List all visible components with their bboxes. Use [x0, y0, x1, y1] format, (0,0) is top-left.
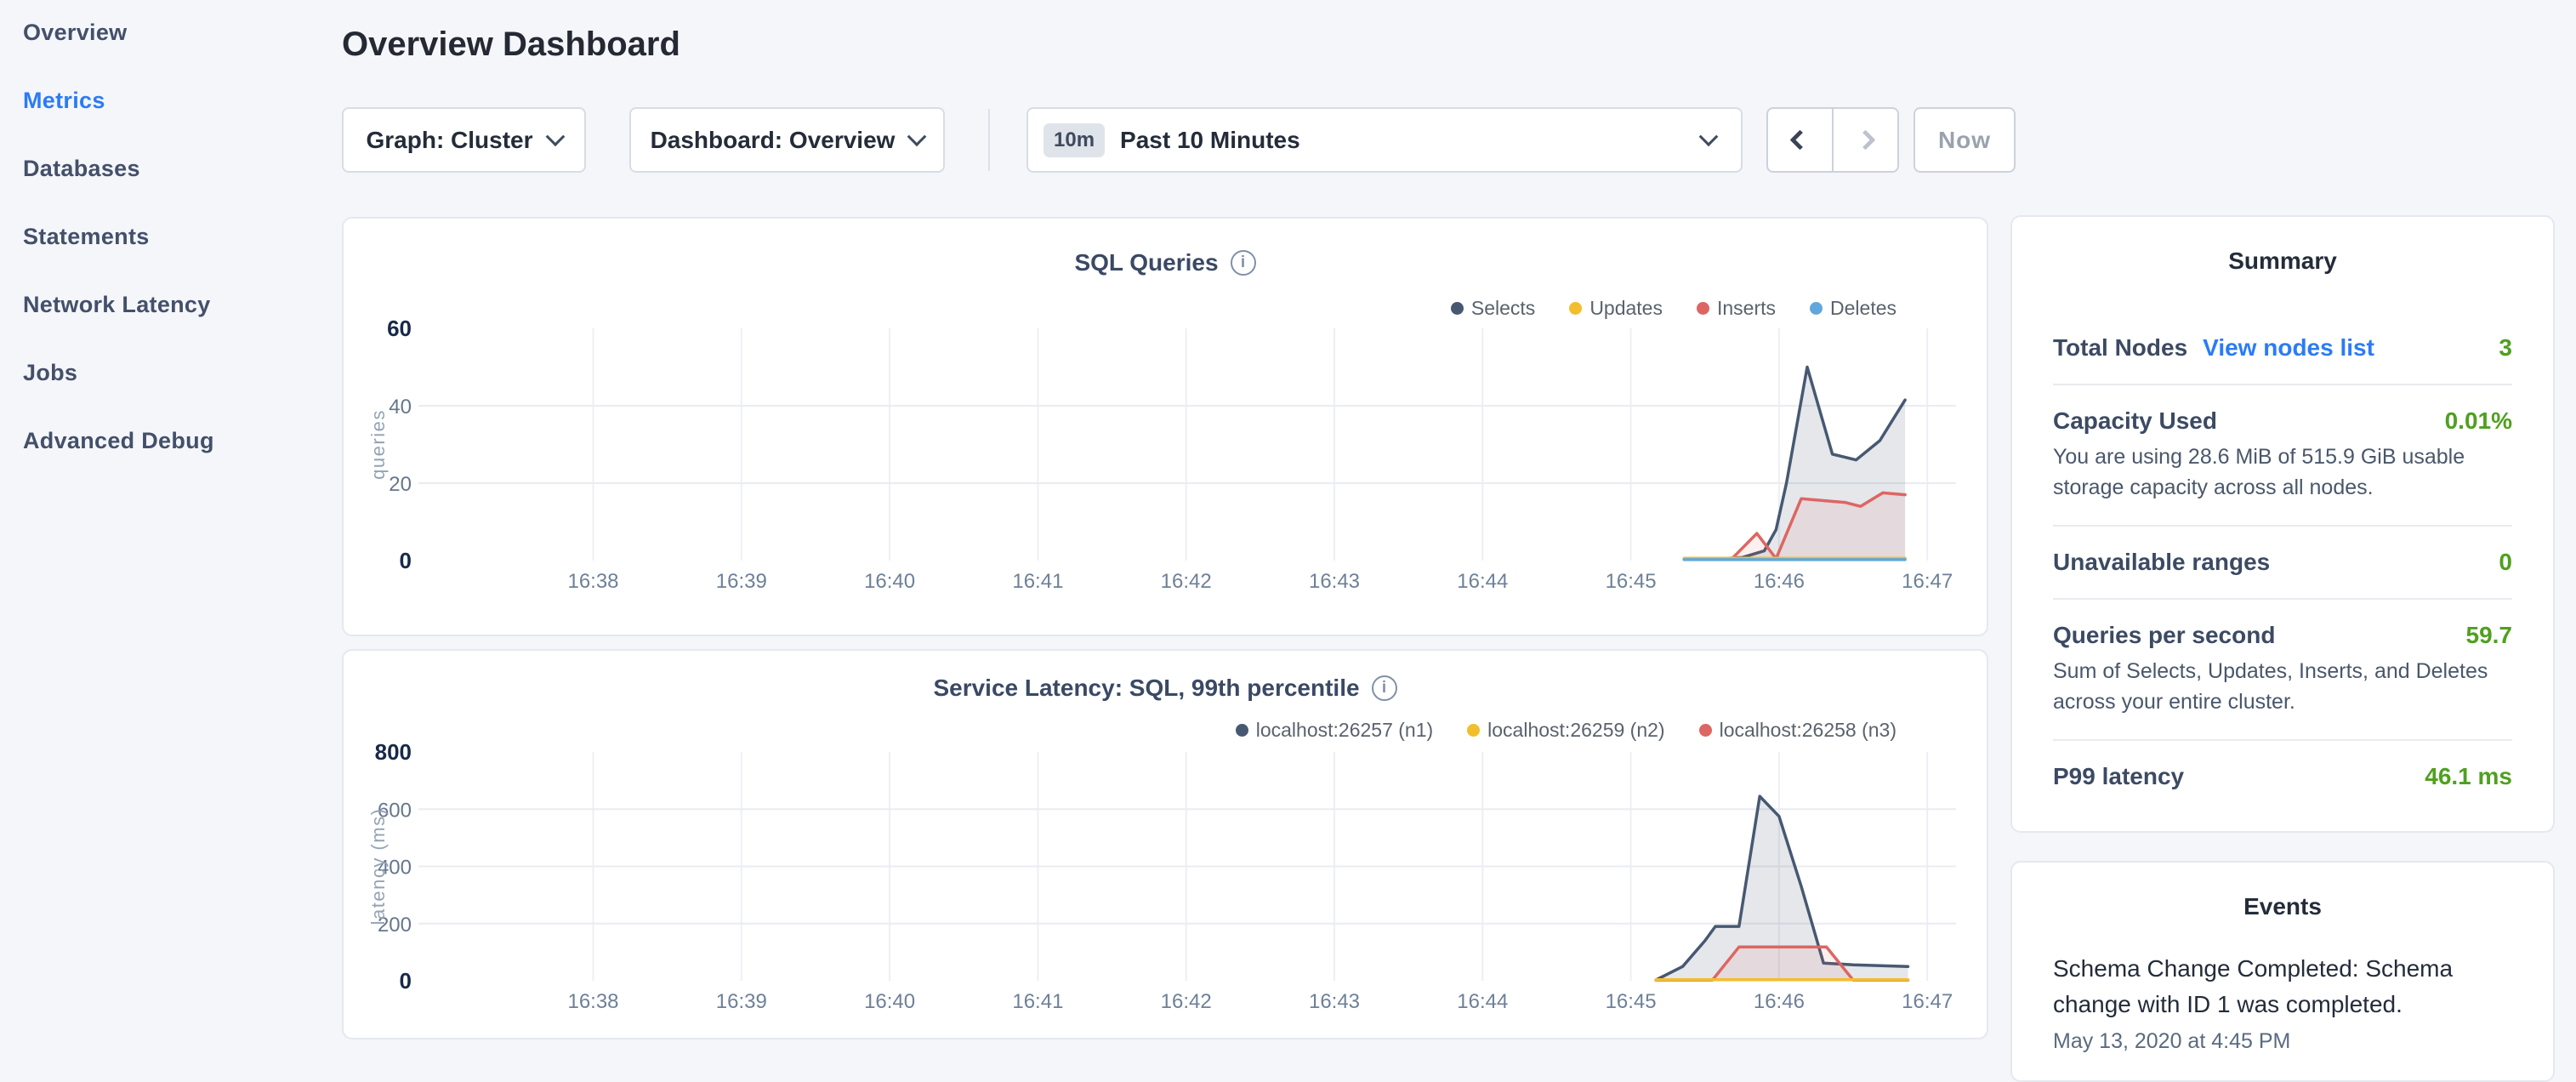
sidebar-item-statements[interactable]: Statements: [23, 219, 336, 253]
events-heading: Events: [2053, 893, 2512, 920]
summary-row-value: 0: [2499, 549, 2512, 576]
svg-text:16:43: 16:43: [1309, 990, 1360, 1013]
events-panel: Events Schema Change Completed: Schema c…: [2010, 861, 2555, 1082]
svg-text:20: 20: [389, 473, 412, 496]
event-list-item[interactable]: Schema Change Completed: Schema change w…: [2053, 951, 2512, 1054]
svg-text:16:40: 16:40: [864, 990, 915, 1013]
svg-text:16:41: 16:41: [1012, 990, 1063, 1013]
summary-row-value: 3: [2499, 334, 2512, 362]
chevron-left-icon: [1789, 129, 1810, 150]
view-nodes-list-link[interactable]: View nodes list: [2203, 334, 2374, 362]
summary-row-subtext: You are using 28.6 MiB of 515.9 GiB usab…: [2053, 441, 2512, 503]
chevron-down-icon: [1699, 127, 1719, 146]
summary-heading: Summary: [2053, 248, 2512, 275]
svg-text:16:38: 16:38: [567, 990, 618, 1013]
summary-row-subtext: Sum of Selects, Updates, Inserts, and De…: [2053, 656, 2512, 717]
svg-text:16:45: 16:45: [1606, 570, 1657, 593]
dashboard-dropdown[interactable]: Dashboard: Overview: [629, 107, 945, 173]
svg-text:16:42: 16:42: [1161, 570, 1212, 593]
svg-text:latency (ms): latency (ms): [367, 808, 389, 925]
summary-row-label: Capacity Used: [2053, 407, 2217, 435]
svg-text:60: 60: [387, 316, 412, 341]
svg-text:16:45: 16:45: [1606, 990, 1657, 1013]
summary-row: P99 latency 46.1 ms: [2053, 739, 2512, 812]
event-message: Schema Change Completed: Schema change w…: [2053, 951, 2512, 1022]
service-latency-chart-panel: Service Latency: SQL, 99th percentile i …: [342, 649, 1988, 1039]
svg-text:40: 40: [389, 396, 412, 419]
chevron-right-icon: [1855, 129, 1875, 150]
event-timestamp: May 13, 2020 at 4:45 PM: [2053, 1029, 2512, 1054]
summary-row: Unavailable ranges 0: [2053, 525, 2512, 598]
svg-text:800: 800: [375, 739, 412, 765]
svg-text:16:44: 16:44: [1457, 570, 1508, 593]
svg-text:queries: queries: [367, 409, 389, 480]
summary-row-value: 0.01%: [2445, 407, 2512, 435]
now-button[interactable]: Now: [1914, 107, 2016, 173]
controls-divider: [988, 109, 990, 171]
svg-text:16:47: 16:47: [1902, 990, 1953, 1013]
dashboard-dropdown-label: Dashboard: Overview: [651, 127, 896, 154]
sidebar-item-overview[interactable]: Overview: [23, 15, 336, 49]
chevron-down-icon: [907, 127, 927, 146]
graph-dropdown[interactable]: Graph: Cluster: [342, 107, 586, 173]
sql-queries-chart-panel: SQL Queries i SelectsUpdatesInsertsDelet…: [342, 217, 1988, 636]
chevron-down-icon: [545, 127, 565, 146]
svg-text:16:39: 16:39: [716, 570, 767, 593]
svg-text:16:44: 16:44: [1457, 990, 1508, 1013]
svg-text:16:46: 16:46: [1754, 990, 1805, 1013]
time-range-selector[interactable]: 10m Past 10 Minutes: [1026, 107, 1743, 173]
svg-text:0: 0: [400, 968, 412, 994]
svg-text:16:41: 16:41: [1012, 570, 1063, 593]
svg-text:16:42: 16:42: [1161, 990, 1212, 1013]
svg-text:16:43: 16:43: [1309, 570, 1360, 593]
prev-time-button[interactable]: [1768, 109, 1832, 171]
time-range-badge: 10m: [1043, 123, 1105, 157]
summary-row-label: Unavailable ranges: [2053, 549, 2270, 576]
summary-row-label: Queries per second: [2053, 622, 2275, 649]
svg-text:16:40: 16:40: [864, 570, 915, 593]
svg-text:16:38: 16:38: [567, 570, 618, 593]
sidebar-item-metrics[interactable]: Metrics: [23, 83, 336, 117]
summary-row-value: 46.1 ms: [2425, 763, 2512, 790]
time-range-label: Past 10 Minutes: [1120, 127, 1686, 154]
summary-row: Queries per second 59.7 Sum of Selects, Up…: [2053, 598, 2512, 739]
next-time-button[interactable]: [1832, 109, 1897, 171]
service-latency-chart: 16:38 16:39 16:40 16:41 16:42 16:43 16:44 16:45…: [344, 651, 1990, 1041]
time-window-arrows: [1766, 107, 1899, 173]
sql-queries-chart: 16:38 16:39 16:40 16:41 16:42 16:43 16:44 16:45…: [344, 219, 1990, 638]
graph-dropdown-label: Graph: Cluster: [366, 127, 532, 154]
sidebar: Overview Metrics Databases Statements Networ…: [0, 0, 336, 1051]
svg-text:16:46: 16:46: [1754, 570, 1805, 593]
summary-row-label: P99 latency: [2053, 763, 2184, 790]
svg-text:0: 0: [400, 548, 412, 573]
sidebar-item-databases[interactable]: Databases: [23, 151, 336, 185]
svg-text:16:39: 16:39: [716, 990, 767, 1013]
summary-row-value: 59.7: [2466, 622, 2513, 649]
svg-text:16:47: 16:47: [1902, 570, 1953, 593]
summary-panel: Summary Total Nodes View nodes list 3 Capac…: [2010, 215, 2555, 833]
summary-row: Capacity Used 0.01% You are using 28.6 MiB…: [2053, 384, 2512, 525]
sidebar-item-jobs[interactable]: Jobs: [23, 356, 336, 390]
summary-rows: Total Nodes View nodes list 3 Capacity Used…: [2053, 312, 2512, 812]
summary-row-label: Total Nodes: [2053, 334, 2187, 362]
summary-row: Total Nodes View nodes list 3: [2053, 312, 2512, 384]
sidebar-item-network-latency[interactable]: Network Latency: [23, 288, 336, 322]
events-list: Schema Change Completed: Schema change w…: [2053, 951, 2512, 1054]
page-title: Overview Dashboard: [342, 26, 680, 64]
sidebar-item-advanced-debug[interactable]: Advanced Debug: [23, 424, 336, 458]
